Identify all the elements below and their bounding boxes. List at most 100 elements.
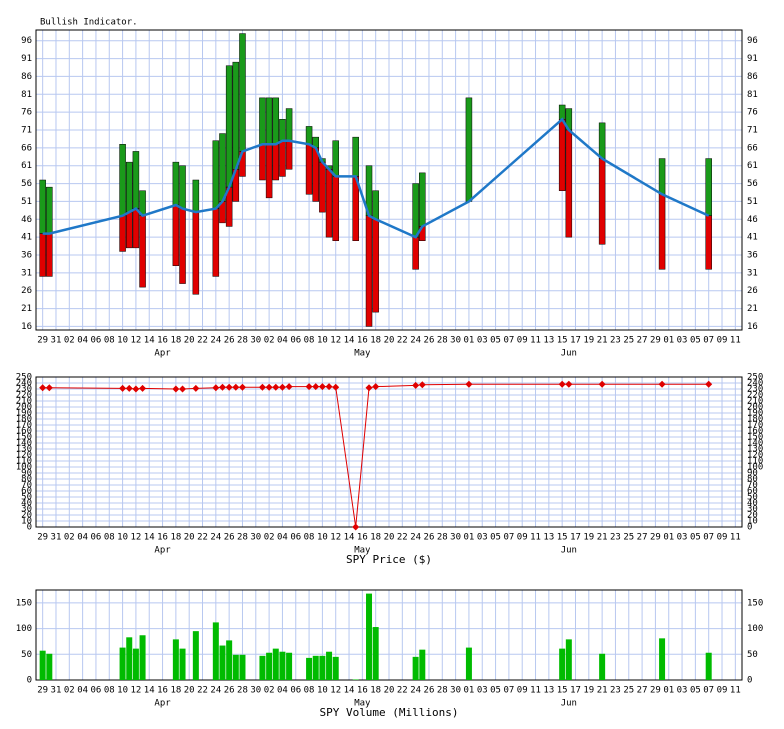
y-tick-label: 250 — [16, 373, 32, 383]
high-bar — [352, 136, 359, 177]
y-tick-label: 50 — [21, 650, 32, 660]
volume-bar — [132, 648, 139, 680]
price-marker — [238, 383, 246, 391]
volume-bar — [212, 622, 219, 680]
x-tick-label: 10 — [317, 686, 328, 696]
month-label: Jun — [561, 699, 577, 709]
x-tick-label: 02 — [64, 336, 75, 346]
x-tick-label: 17 — [570, 533, 581, 543]
x-tick-label: 03 — [477, 336, 488, 346]
x-tick-label: 30 — [250, 533, 261, 543]
y-tick-label: 71 — [21, 126, 32, 136]
x-tick-label: 07 — [503, 336, 514, 346]
x-tick-label: 28 — [237, 336, 248, 346]
high-bar — [305, 126, 313, 145]
y-tick-label-right: 31 — [747, 268, 758, 278]
y-tick-label: 86 — [21, 72, 32, 82]
x-tick-label: 02 — [64, 686, 75, 696]
x-tick-label: 16 — [157, 686, 168, 696]
x-tick-label: 30 — [450, 533, 461, 543]
price-marker — [305, 383, 313, 391]
x-tick-label: 24 — [210, 336, 221, 346]
price-marker — [365, 384, 373, 392]
y-tick-label-right: 160 — [747, 427, 763, 437]
high-bar — [132, 151, 140, 209]
x-tick-label: 22 — [197, 686, 208, 696]
x-tick-label: 09 — [717, 336, 728, 346]
y-tick-label-right: 210 — [747, 397, 763, 407]
x-tick-label: 14 — [144, 336, 155, 346]
y-tick-label: 81 — [21, 90, 32, 100]
y-tick-label-right: 100 — [747, 624, 763, 634]
x-tick-label: 30 — [250, 336, 261, 346]
low-bar — [179, 208, 186, 284]
price-marker — [278, 383, 286, 391]
x-tick-label: 23 — [610, 686, 621, 696]
x-tick-label: 05 — [490, 533, 501, 543]
x-tick-label: 03 — [477, 686, 488, 696]
y-tick-label-right: 90 — [747, 469, 758, 479]
low-bar — [658, 194, 666, 270]
x-tick-label: 08 — [304, 336, 315, 346]
x-tick-label: 16 — [357, 336, 368, 346]
y-tick-label: 170 — [16, 421, 32, 431]
x-tick-label: 03 — [677, 533, 688, 543]
high-bar — [179, 165, 186, 209]
volume-bar — [465, 647, 472, 680]
x-tick-label: 07 — [703, 336, 714, 346]
low-bar — [332, 176, 339, 241]
x-tick-label: 08 — [104, 686, 115, 696]
price-marker — [265, 383, 273, 391]
price-marker — [272, 383, 280, 391]
y-tick-label-right: 66 — [747, 143, 758, 153]
x-tick-label: 27 — [637, 686, 648, 696]
x-tick-label: 22 — [397, 336, 408, 346]
x-tick-label: 29 — [37, 533, 48, 543]
price-marker — [125, 384, 133, 392]
low-bar — [412, 236, 419, 270]
price-marker — [465, 380, 473, 388]
volume-bar — [39, 650, 46, 680]
x-tick-label: 22 — [397, 533, 408, 543]
x-tick-label: 19 — [583, 533, 594, 543]
y-tick-label-right: 61 — [747, 161, 758, 171]
y-tick-label-right: 70 — [747, 481, 758, 491]
low-bar — [119, 215, 126, 252]
y-tick-label: 150 — [16, 598, 32, 608]
x-tick-label: 25 — [623, 686, 634, 696]
price-marker — [598, 380, 606, 388]
high-bar — [332, 140, 339, 177]
x-tick-label: 10 — [117, 533, 128, 543]
y-tick-label-right: 30 — [747, 505, 758, 515]
y-tick-label: 80 — [21, 475, 32, 485]
y-tick-label-right: 71 — [747, 126, 758, 136]
x-tick-label: 29 — [650, 686, 661, 696]
x-tick-label: 11 — [530, 686, 541, 696]
x-tick-label: 01 — [663, 686, 674, 696]
x-tick-label: 14 — [144, 533, 155, 543]
x-tick-label: 21 — [597, 686, 608, 696]
y-tick-label: 60 — [21, 487, 32, 497]
x-tick-label: 04 — [277, 336, 288, 346]
high-bar — [239, 33, 246, 152]
y-tick-label: 160 — [16, 427, 32, 437]
x-tick-label: 26 — [224, 686, 235, 696]
x-tick-label: 20 — [184, 533, 195, 543]
x-axis-label: SPY Volume (Millions) — [319, 706, 458, 719]
x-tick-label: 06 — [91, 533, 102, 543]
volume-bar — [119, 647, 126, 680]
y-tick-label: 200 — [16, 403, 32, 413]
x-tick-label: 26 — [424, 336, 435, 346]
y-tick-label-right: 220 — [747, 391, 763, 401]
x-tick-label: 04 — [277, 533, 288, 543]
y-tick-label-right: 240 — [747, 379, 763, 389]
y-tick-label-right: 140 — [747, 439, 763, 449]
high-bar — [125, 161, 133, 213]
x-tick-label: 11 — [730, 533, 741, 543]
month-label: May — [354, 546, 371, 556]
volume-bar — [306, 657, 313, 680]
y-tick-label-right: 41 — [747, 233, 758, 243]
y-tick-label: 190 — [16, 409, 32, 419]
x-tick-label: 08 — [104, 533, 115, 543]
x-tick-label: 15 — [557, 336, 568, 346]
